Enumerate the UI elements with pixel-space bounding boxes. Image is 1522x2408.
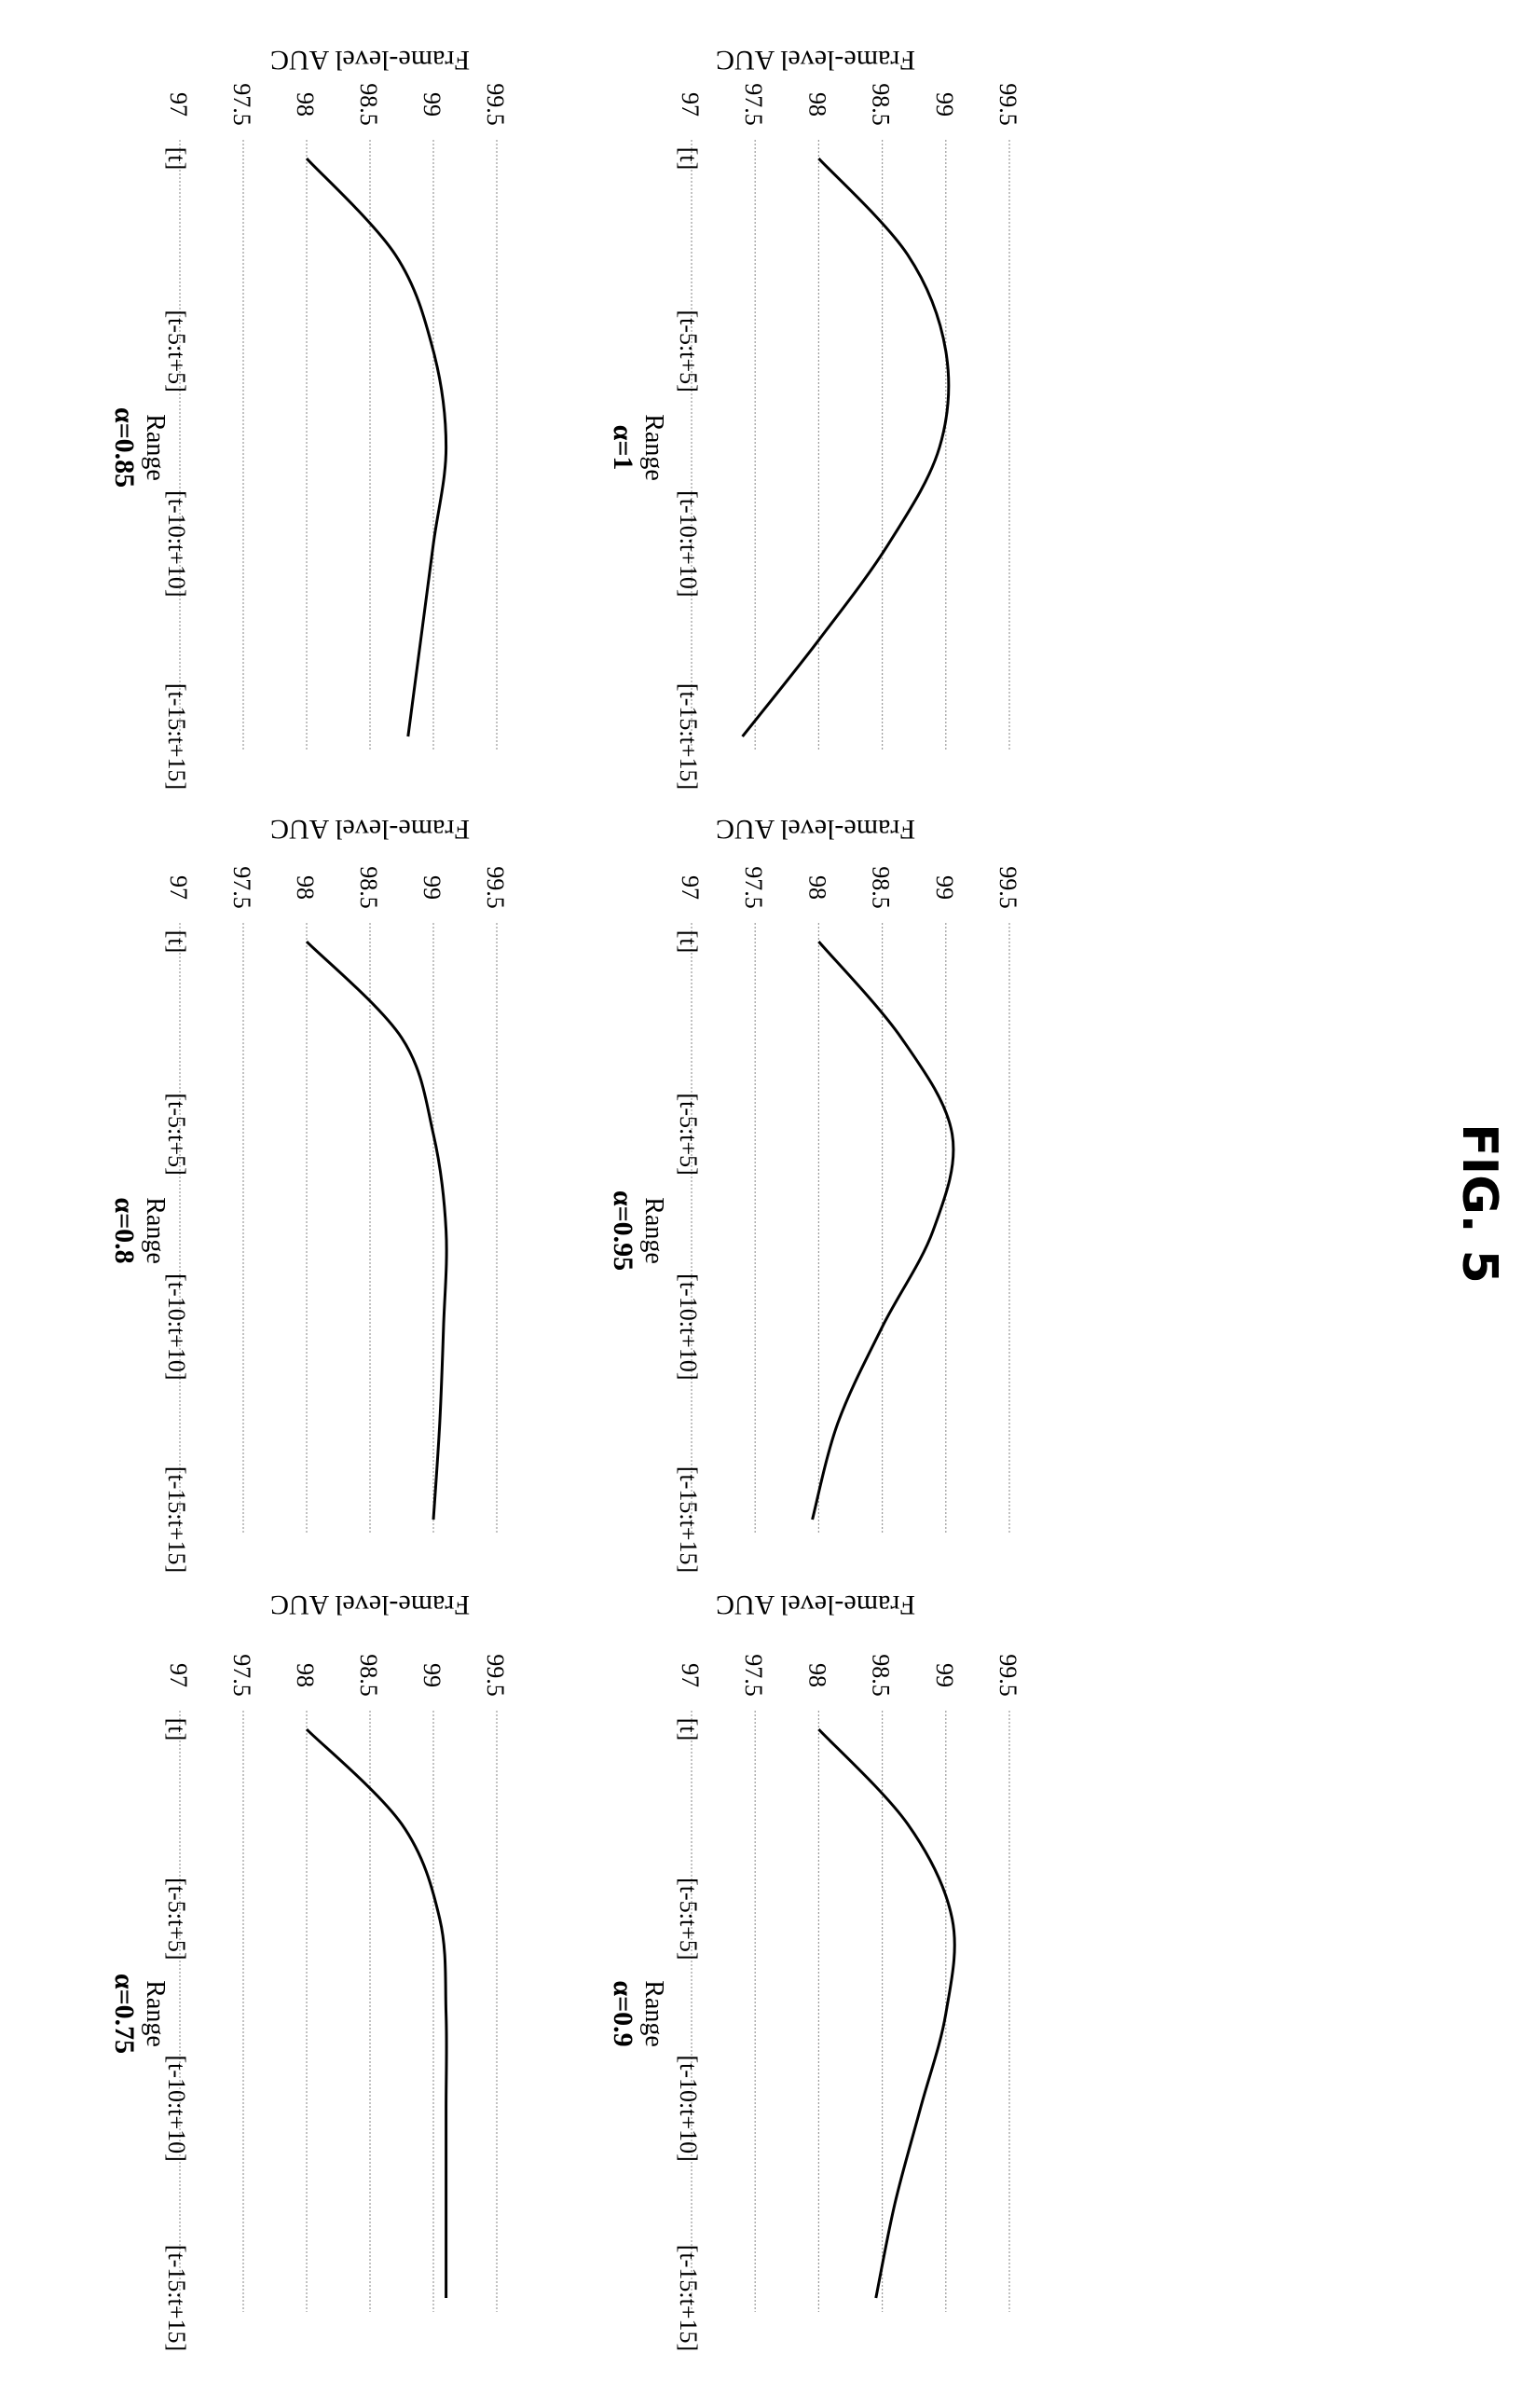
x-tick-label: [t] bbox=[163, 930, 190, 954]
y-tick-label: 97.5 bbox=[740, 866, 767, 909]
x-axis-title: Range bbox=[141, 414, 170, 481]
alpha-caption: α=0.9 bbox=[608, 1980, 638, 2046]
x-tick-label: [t-15:t+15] bbox=[163, 1466, 190, 1573]
series-line bbox=[817, 1727, 956, 2299]
y-tick-label: 97.5 bbox=[740, 1654, 767, 1697]
y-axis-title: Frame-level AUC bbox=[716, 814, 915, 845]
y-tick-label: 99 bbox=[418, 1663, 446, 1687]
y-tick-label: 99 bbox=[418, 92, 446, 117]
series-line bbox=[811, 941, 955, 1520]
x-axis-title: Range bbox=[639, 1980, 668, 2047]
y-tick-label: 98.5 bbox=[868, 1654, 895, 1697]
series-line bbox=[305, 157, 448, 737]
y-tick-label: 98 bbox=[292, 875, 319, 900]
y-tick-label: 98 bbox=[803, 875, 830, 900]
y-tick-label: 99 bbox=[418, 875, 446, 900]
y-tick-label: 98 bbox=[803, 92, 830, 117]
x-tick-label: [t-10:t+10] bbox=[163, 490, 190, 597]
x-tick-label: [t-5:t+5] bbox=[675, 310, 702, 392]
x-tick-label: [t-15:t+15] bbox=[675, 1466, 702, 1573]
x-tick-label: [t-15:t+15] bbox=[675, 683, 702, 790]
y-tick-label: 98.5 bbox=[868, 866, 895, 909]
y-tick-label: 99.5 bbox=[482, 1654, 509, 1697]
series-line bbox=[305, 1727, 448, 2298]
y-tick-label: 99.5 bbox=[994, 866, 1022, 909]
chart-panel-1: 99.5 99 98.5 98 97.5 97 [t] [t-5:t+5] [t-10:t+10… bbox=[608, 814, 1022, 1573]
y-tick-label: 98 bbox=[292, 92, 319, 117]
y-axis-title: Frame-level AUC bbox=[270, 1589, 470, 1620]
x-tick-label: [t-5:t+5] bbox=[163, 310, 190, 392]
series-line bbox=[741, 157, 951, 737]
alpha-caption: α=0.75 bbox=[109, 1974, 140, 2054]
y-tick-label: 99.5 bbox=[482, 866, 509, 909]
x-axis-title: Range bbox=[639, 1197, 668, 1264]
y-axis-title: Frame-level AUC bbox=[716, 45, 915, 76]
y-tick-label: 99.5 bbox=[482, 83, 509, 126]
y-tick-label: 98.5 bbox=[355, 1654, 382, 1697]
x-tick-label: [t] bbox=[675, 930, 702, 954]
y-axis-title: Frame-level AUC bbox=[716, 1589, 915, 1620]
y-tick-label: 97.5 bbox=[740, 83, 767, 126]
series-line bbox=[305, 940, 448, 1520]
alpha-caption: α=1 bbox=[608, 425, 638, 471]
x-tick-label: [t-5:t+5] bbox=[675, 1878, 702, 1960]
y-tick-label: 97.5 bbox=[228, 1654, 255, 1697]
y-axis-title: Frame-level AUC bbox=[270, 45, 470, 76]
alpha-caption: α=0.8 bbox=[109, 1197, 140, 1263]
x-tick-label: [t-10:t+10] bbox=[675, 1273, 702, 1380]
y-tick-label: 99 bbox=[931, 875, 958, 900]
y-tick-label: 97 bbox=[677, 92, 704, 117]
x-tick-label: [t-5:t+5] bbox=[675, 1094, 702, 1176]
figure-label: FIG. 5 bbox=[1451, 1123, 1507, 1284]
chart-panel-4: 99.5 99 98.5 98 97.5 97 [t] [t-5:t+5] [t-10:t+10… bbox=[109, 814, 509, 1573]
y-tick-label: 98 bbox=[292, 1663, 319, 1687]
y-tick-label: 97.5 bbox=[228, 83, 255, 126]
y-tick-label: 99 bbox=[931, 1663, 958, 1687]
y-tick-label: 99 bbox=[931, 92, 958, 117]
y-tick-label: 98.5 bbox=[355, 866, 382, 909]
x-axis-title: Range bbox=[141, 1197, 170, 1264]
charts-container: 99.5 99 98.5 98 97.5 97 [t] [t-5:t+5] [t-10:t+10… bbox=[109, 45, 1022, 2351]
y-tick-label: 97 bbox=[677, 875, 704, 900]
x-tick-label: [t-15:t+15] bbox=[675, 2245, 702, 2351]
y-tick-label: 97.5 bbox=[228, 866, 255, 909]
y-tick-label: 97 bbox=[165, 875, 192, 900]
x-tick-label: [t-10:t+10] bbox=[675, 490, 702, 597]
x-axis-title: Range bbox=[141, 1980, 170, 2047]
x-tick-label: [t] bbox=[163, 147, 190, 171]
y-axis-title: Frame-level AUC bbox=[270, 814, 470, 845]
x-tick-label: [t-10:t+10] bbox=[163, 1273, 190, 1380]
x-axis-title: Range bbox=[639, 414, 668, 481]
x-tick-label: [t-15:t+15] bbox=[163, 2245, 190, 2351]
y-tick-label: 99.5 bbox=[994, 1654, 1022, 1697]
y-tick-label: 97 bbox=[165, 1663, 192, 1687]
y-tick-label: 97 bbox=[677, 1663, 704, 1687]
y-tick-label: 98.5 bbox=[355, 83, 382, 126]
y-tick-label: 98.5 bbox=[868, 83, 895, 126]
x-tick-label: [t] bbox=[675, 147, 702, 171]
alpha-caption: α=0.85 bbox=[109, 407, 140, 488]
y-tick-label: 98 bbox=[803, 1663, 830, 1687]
x-tick-label: [t-10:t+10] bbox=[163, 2056, 190, 2162]
chart-panel-2: 99.5 99 98.5 98 97.5 97 [t] [t-5:t+5] [t-10:t+10… bbox=[608, 1589, 1022, 2351]
chart-panel-0: 99.5 99 98.5 98 97.5 97 [t] [t-5:t+5] [t-10:t+10… bbox=[608, 45, 1022, 790]
x-tick-label: [t-5:t+5] bbox=[163, 1878, 190, 1960]
chart-panel-3: 99.5 99 98.5 98 97.5 97 [t] [t-5:t+5] [t-10:t+10… bbox=[109, 45, 509, 790]
x-tick-label: [t-10:t+10] bbox=[675, 2056, 702, 2162]
chart-panel-5: 99.5 99 98.5 98 97.5 97 [t] [t-5:t+5] [t-10:t+10… bbox=[109, 1589, 509, 2351]
x-tick-label: [t-15:t+15] bbox=[163, 683, 190, 790]
y-tick-label: 97 bbox=[165, 92, 192, 117]
x-tick-label: [t] bbox=[675, 1718, 702, 1741]
y-tick-label: 99.5 bbox=[994, 83, 1022, 126]
alpha-caption: α=0.95 bbox=[608, 1190, 638, 1271]
x-tick-label: [t] bbox=[163, 1718, 190, 1741]
x-tick-label: [t-5:t+5] bbox=[163, 1094, 190, 1176]
